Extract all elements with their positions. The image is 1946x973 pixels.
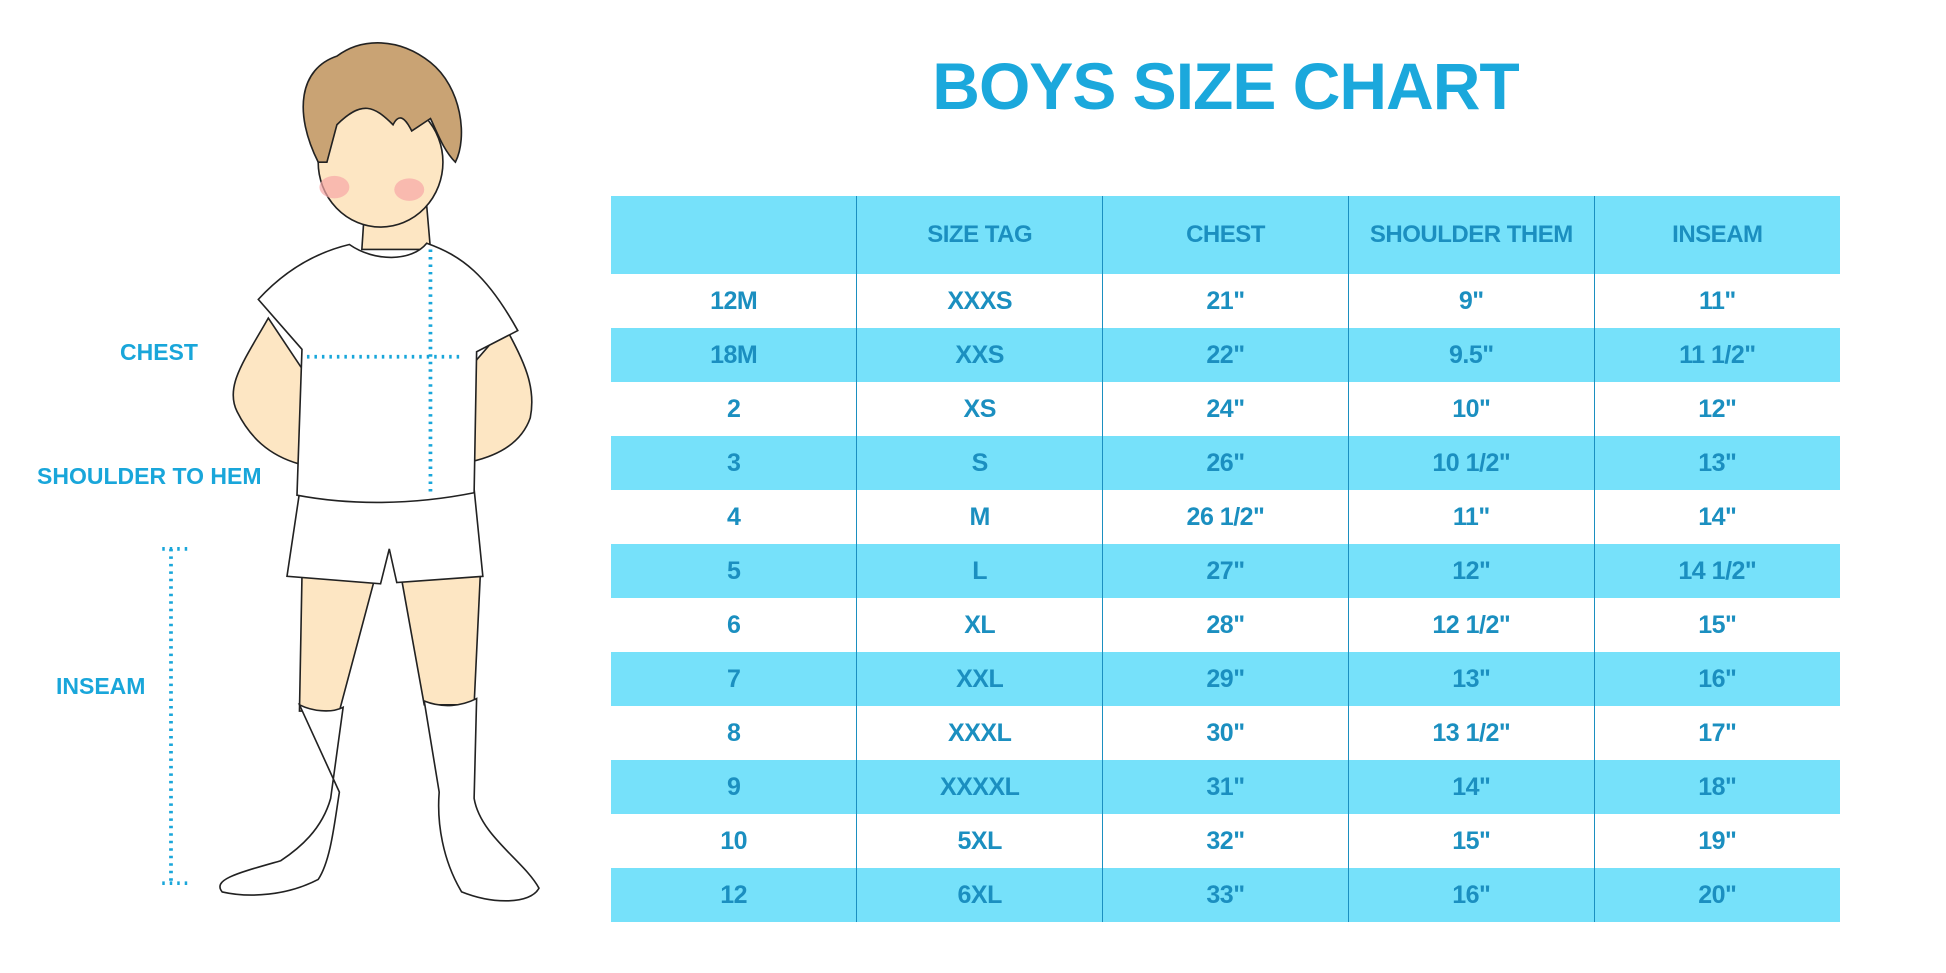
table-cell: 15" [1347,814,1595,868]
table-cell: 9" [1347,274,1595,328]
table-row: 6 XL 28" 12 1/2" 15" [611,598,1840,652]
table-cell: 11" [1593,274,1840,328]
table-cell: 26" [1102,436,1349,490]
table-cell: 18" [1593,760,1840,814]
table-row: 12M XXXS 21" 9" 11" [611,274,1840,328]
table-row: 10 5XL 32" 15" 19" [611,814,1840,868]
inseam-label: INSEAM [56,673,146,699]
table-cell: L [856,544,1103,598]
table-cell: 16" [1347,868,1595,922]
table-cell: 7 [611,652,857,706]
table-cell: 5 [611,544,857,598]
table-cell: 30" [1102,706,1349,760]
table-cell: XXXL [856,706,1103,760]
table-cell: 8 [726,718,741,747]
table-cell: 10 1/2" [1347,436,1595,490]
table-cell: 12M [710,286,758,315]
table-cell: 27" [1102,544,1349,598]
table-row: 5 L 27" 12" 14 1/2" [611,544,1840,598]
table-cell: 9 [611,760,857,814]
page-title: BOYS SIZE CHART [932,49,1519,123]
boy-illustration [162,41,540,902]
table-cell: 21" [1102,274,1349,328]
table-cell: 3 [611,436,857,490]
column-header: SHOULDER THEM [1347,196,1595,274]
table-cell: 18M [611,328,857,382]
table-cell: 9.5" [1347,328,1595,382]
table-cell: 15" [1593,598,1840,652]
table-row: 8 XXXL 30" 13 1/2" 17" [611,706,1840,760]
table-cell: 14" [1347,760,1595,814]
table-cell: 14" [1593,490,1840,544]
table-row: 9 XXXXL 31" 14" 18" [611,760,1840,814]
table-cell: XS [856,382,1103,436]
table-row: 12 6XL 33" 16" 20" [611,868,1840,922]
table-cell: XXXXL [856,760,1103,814]
table-cell: 12" [1347,544,1595,598]
table-cell: 11" [1347,490,1595,544]
table-cell: 28" [1102,598,1349,652]
column-header: SIZE TAG [856,196,1103,274]
table-cell: 32" [1102,814,1349,868]
table-cell: 2 [726,394,741,423]
table-cell: 10 [720,826,748,855]
table-cell: XXL [856,652,1103,706]
table-row: 3 S 26" 10 1/2" 13" [611,436,1840,490]
table-cell: XL [856,598,1103,652]
table-cell: 29" [1102,652,1349,706]
size-table: SIZE TAG CHEST SHOULDER THEM INSEAM 12M XXXS… [611,196,1840,922]
shoulder-to-hem-label: SHOULDER TO HEM [37,463,262,489]
table-cell: 19" [1593,814,1840,868]
table-row: 18M XXS 22" 9.5" 11 1/2" [611,328,1840,382]
table-cell: M [856,490,1103,544]
table-cell: 31" [1102,760,1349,814]
table-row: 7 XXL 29" 13" 16" [611,652,1840,706]
table-cell: XXS [856,328,1103,382]
table-cell: S [856,436,1103,490]
column-header [611,196,857,274]
table-cell: 12 1/2" [1347,598,1595,652]
table-cell: 11 1/2" [1593,328,1840,382]
table-cell: 33" [1102,868,1349,922]
table-cell: 24" [1102,382,1349,436]
chest-label: CHEST [120,339,198,365]
table-row: 4 M 26 1/2" 11" 14" [611,490,1840,544]
table-cell: 12 [611,868,857,922]
column-header: INSEAM [1593,196,1840,274]
table-cell: 5XL [856,814,1103,868]
table-cell: 22" [1102,328,1349,382]
table-row: 2 XS 24" 10" 12" [611,382,1840,436]
table-cell: 13 1/2" [1347,706,1595,760]
table-cell: 13" [1593,436,1840,490]
table-cell: 13" [1347,652,1595,706]
table-cell: 4 [726,502,741,531]
header-row: SIZE TAG CHEST SHOULDER THEM INSEAM [611,196,1840,274]
table-cell: 6 [726,610,741,639]
table-cell: 12" [1593,382,1840,436]
table-cell: 17" [1593,706,1840,760]
table-cell: 26 1/2" [1102,490,1349,544]
table-cell: 20" [1593,868,1840,922]
table-cell: 14 1/2" [1593,544,1840,598]
table-cell: 16" [1593,652,1840,706]
column-header: CHEST [1102,196,1349,274]
table-cell: 6XL [856,868,1103,922]
table-cell: 10" [1347,382,1595,436]
table-cell: XXXS [856,274,1103,328]
